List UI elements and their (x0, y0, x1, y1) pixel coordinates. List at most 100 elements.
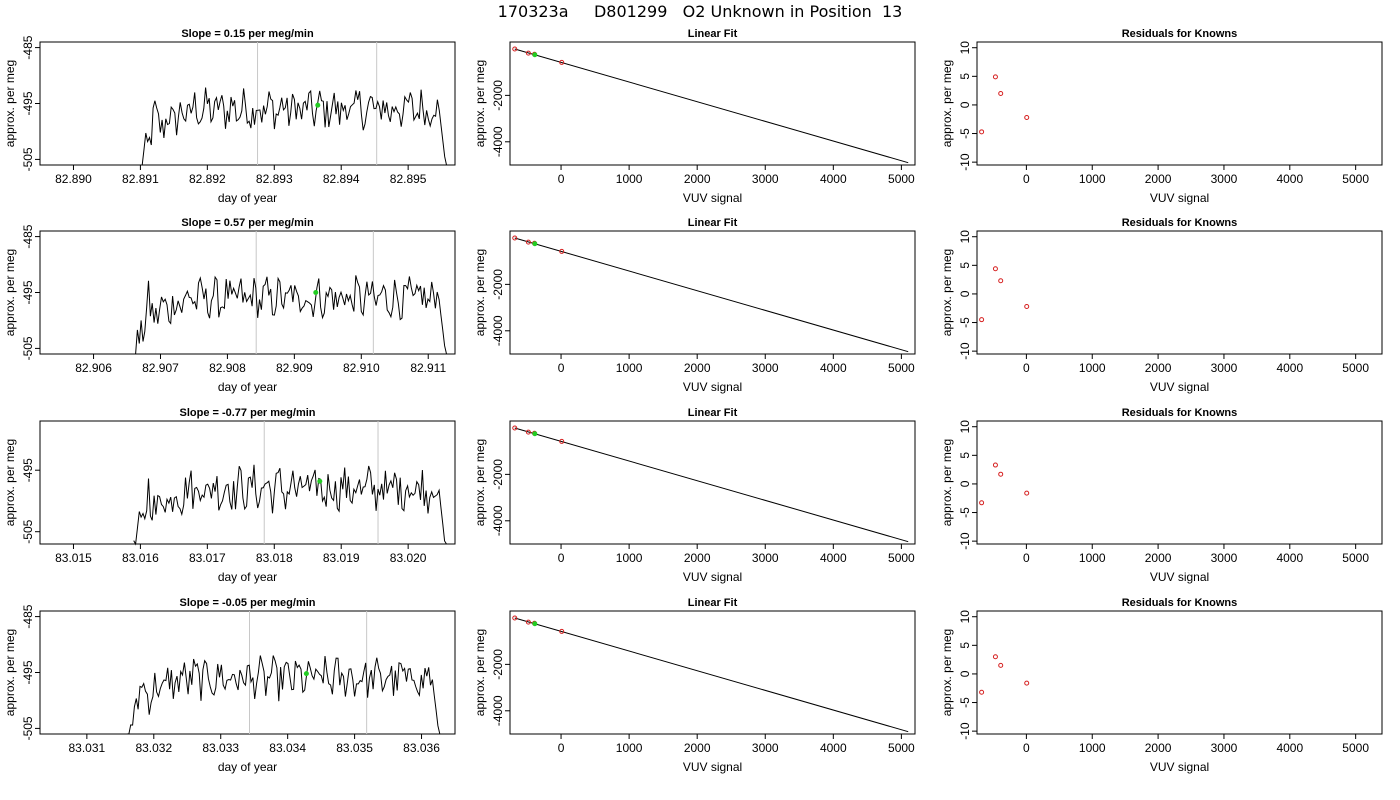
y-axis-label: approx. per meg (940, 249, 954, 336)
x-tick-label: 82.890 (55, 172, 92, 186)
fit-line (514, 237, 909, 353)
residual-point (992, 74, 998, 80)
y-tick-label: 0 (958, 290, 972, 297)
y-tick-label: 10 (958, 41, 972, 55)
subplot-3-2: Linear Fit 0 1000 2000 3000 4000 5000 VUV signa… (473, 407, 916, 584)
signal-trace (133, 275, 449, 355)
plot-frame (39, 420, 456, 545)
x-tick-label: 83.035 (336, 741, 373, 755)
y-tick-label: 5 (958, 452, 972, 459)
x-tick-label: 82.894 (323, 172, 360, 186)
x-tick-label: 4000 (1276, 172, 1303, 186)
subplot-4-3: Residuals for Knowns 0 1000 2000 3000 4000 500… (940, 597, 1383, 774)
x-tick-label: 3000 (1211, 361, 1238, 375)
y-tick-label: 10 (958, 420, 972, 434)
y-tick-label: -5 (958, 697, 972, 708)
y-axis-label: approx. per meg (940, 439, 954, 526)
x-tick-label: 2000 (684, 551, 711, 565)
x-tick-label: 3000 (752, 741, 779, 755)
plot-title: Linear Fit (688, 407, 738, 419)
known-point (559, 59, 565, 65)
known-point (525, 429, 531, 435)
plot-title: Slope = -0.77 per meg/min (179, 407, 315, 419)
plot-frame (976, 420, 1383, 545)
subplot-4-1: Slope = -0.05 per meg/min 83.031 83.032 83.… (3, 597, 456, 774)
x-tick-label: 2000 (684, 361, 711, 375)
x-tick-label: 0 (558, 551, 565, 565)
y-tick-label: -505 (21, 147, 35, 171)
x-tick-label: 2000 (684, 172, 711, 186)
y-tick-label: -10 (958, 153, 972, 171)
x-tick-label: 1000 (1079, 551, 1106, 565)
x-tick-label: 83.031 (69, 741, 106, 755)
unknown-point (532, 241, 538, 247)
plot-frame (976, 230, 1383, 355)
fit-line (514, 48, 909, 164)
x-tick-label: 5000 (1342, 551, 1369, 565)
plot-title: Slope = 0.57 per meg/min (181, 217, 314, 229)
plot-frame (39, 230, 456, 355)
y-axis-label: approx. per meg (940, 60, 954, 147)
unknown-point (532, 52, 538, 58)
plot-title: Residuals for Knowns (1122, 597, 1238, 609)
residual-point (979, 317, 985, 323)
x-tick-label: 4000 (1276, 741, 1303, 755)
y-tick-label: 10 (958, 230, 972, 244)
x-tick-label: 83.034 (269, 741, 306, 755)
residual-point (1024, 680, 1030, 686)
x-tick-label: 3000 (752, 172, 779, 186)
plot-title: Linear Fit (688, 217, 738, 229)
residual-point (998, 278, 1004, 284)
x-tick-label: 2000 (684, 741, 711, 755)
y-tick-label: -2000 (491, 649, 505, 680)
y-tick-label: 0 (958, 670, 972, 677)
y-tick-label: -485 (21, 35, 35, 59)
x-tick-label: 83.017 (189, 551, 226, 565)
x-tick-label: 0 (1023, 172, 1030, 186)
x-axis-label: VUV signal (683, 380, 742, 394)
x-tick-label: 3000 (1211, 741, 1238, 755)
x-tick-label: 5000 (888, 741, 915, 755)
green-marker (315, 102, 321, 108)
x-axis-label: VUV signal (1150, 570, 1209, 584)
x-tick-label: 82.893 (256, 172, 293, 186)
y-axis-label: approx. per meg (473, 439, 487, 526)
y-tick-label: 0 (958, 101, 972, 108)
x-tick-label: 82.908 (209, 361, 246, 375)
residual-point (1024, 115, 1030, 121)
x-axis-label: day of year (218, 760, 277, 774)
y-tick-label: -5 (958, 128, 972, 139)
x-tick-label: 1000 (616, 361, 643, 375)
signal-trace (140, 87, 449, 166)
y-tick-label: -4000 (491, 505, 505, 536)
plot-frame (39, 610, 456, 735)
y-tick-label: -485 (21, 224, 35, 248)
x-tick-label: 3000 (752, 361, 779, 375)
x-tick-label: 83.036 (403, 741, 440, 755)
y-tick-label: -505 (21, 519, 35, 543)
plot-frame (509, 420, 916, 545)
x-tick-label: 2000 (1145, 551, 1172, 565)
signal-trace (126, 655, 442, 735)
y-tick-label: 10 (958, 610, 972, 624)
known-point (512, 425, 518, 431)
plot-frame (509, 41, 916, 166)
y-tick-label: -4000 (491, 695, 505, 726)
y-tick-label: -505 (21, 336, 35, 360)
x-tick-label: 5000 (888, 361, 915, 375)
x-tick-label: 0 (1023, 741, 1030, 755)
x-tick-label: 82.910 (343, 361, 380, 375)
x-tick-label: 82.892 (189, 172, 226, 186)
y-tick-label: -4000 (491, 315, 505, 346)
residual-point (1024, 490, 1030, 496)
y-tick-label: -5 (958, 507, 972, 518)
y-tick-label: -485 (21, 604, 35, 628)
x-tick-label: 0 (558, 741, 565, 755)
y-tick-label: 5 (958, 73, 972, 80)
x-tick-label: 3000 (1211, 172, 1238, 186)
y-tick-label: -2000 (491, 269, 505, 300)
residual-point (998, 90, 1004, 96)
x-tick-label: 0 (558, 172, 565, 186)
x-tick-label: 83.019 (323, 551, 360, 565)
plot-title: Slope = -0.05 per meg/min (179, 597, 315, 609)
